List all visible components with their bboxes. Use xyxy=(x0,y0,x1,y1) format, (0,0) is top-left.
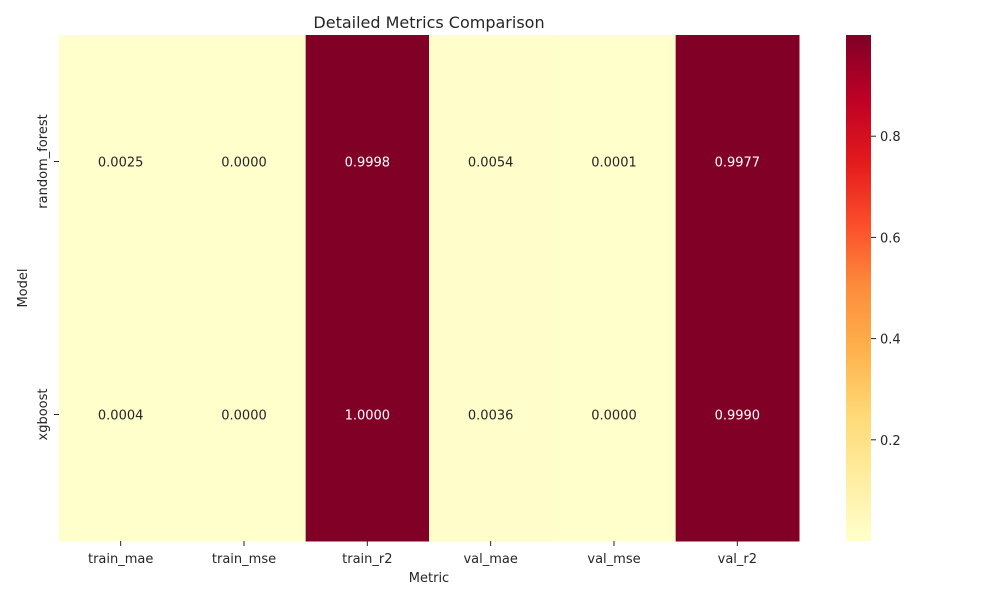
cell-value-label: 1.0000 xyxy=(345,409,391,424)
x-tick-label: train_mae xyxy=(88,552,153,567)
heatmap-cell xyxy=(552,288,677,542)
colorbar xyxy=(846,35,871,541)
cell-value-label: 0.0001 xyxy=(591,156,637,171)
x-tick-label: val_mse xyxy=(587,552,640,567)
x-tick-label: train_mse xyxy=(212,552,276,567)
heatmap-cell xyxy=(182,288,307,542)
heatmap-cell xyxy=(59,288,183,542)
y-tick-label: random_forest xyxy=(36,114,51,208)
heatmap-cell xyxy=(59,35,183,289)
heatmap-cell xyxy=(305,288,430,542)
cell-value-label: 0.0054 xyxy=(468,156,514,171)
cell-value-label: 0.0000 xyxy=(221,409,267,424)
cell-value-label: 0.0000 xyxy=(591,409,637,424)
y-tick-label: xgboost xyxy=(36,389,51,441)
y-axis-label: Model xyxy=(16,268,31,307)
heatmap-cell xyxy=(182,35,307,289)
heatmap-cell-labels: 0.0025 0.0000 0.9998 0.0054 0.0001 0.9977 0.00… xyxy=(98,156,760,424)
heatmap-cell xyxy=(552,35,677,289)
x-tick-label: val_r2 xyxy=(718,552,757,567)
x-axis-label: Metric xyxy=(409,571,449,586)
cell-value-label: 0.9990 xyxy=(715,409,761,424)
cell-value-label: 0.0025 xyxy=(98,156,144,171)
heatmap-cell xyxy=(305,35,430,289)
heatmap-cell xyxy=(429,288,553,542)
x-tick-label: train_r2 xyxy=(342,552,392,567)
cell-value-label: 0.9998 xyxy=(345,156,391,171)
x-axis: train_mae train_mse train_r2 val_mae val_mse… xyxy=(88,541,757,567)
colorbar-tick-label: 0.6 xyxy=(880,231,901,246)
colorbar-tick-label: 0.4 xyxy=(880,333,901,348)
cell-value-label: 0.0036 xyxy=(468,409,514,424)
cell-value-label: 0.9977 xyxy=(715,156,761,171)
heatmap-cells xyxy=(59,35,800,542)
cell-value-label: 0.0004 xyxy=(98,409,144,424)
x-tick-label: val_mae xyxy=(463,552,517,567)
colorbar-axis: 0.2 0.4 0.6 0.8 xyxy=(871,130,901,449)
heatmap-cell xyxy=(675,35,800,289)
chart-title: Detailed Metrics Comparison xyxy=(313,13,544,32)
colorbar-tick-label: 0.2 xyxy=(880,434,901,449)
heatmap-cell xyxy=(429,35,553,289)
colorbar-tick-label: 0.8 xyxy=(880,130,901,145)
cell-value-label: 0.0000 xyxy=(221,156,267,171)
heatmap-cell xyxy=(675,288,800,542)
